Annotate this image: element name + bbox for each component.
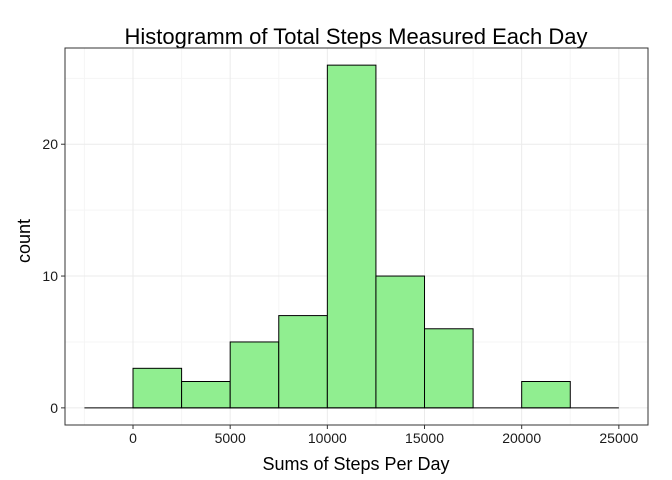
y-tick-label: 0 xyxy=(50,400,58,416)
histogram-bar xyxy=(278,315,328,409)
histogram-bar xyxy=(229,341,280,409)
histogram-bar xyxy=(181,381,231,409)
x-tick-label: 5000 xyxy=(215,430,246,446)
x-tick-label: 0 xyxy=(129,430,137,446)
y-axis-title: count xyxy=(14,219,34,263)
y-tick-label: 10 xyxy=(42,268,58,284)
x-axis-title: Sums of Steps Per Day xyxy=(262,454,449,474)
panel-border xyxy=(64,47,649,426)
x-tick-label: 25000 xyxy=(599,430,638,446)
y-tick-label: 20 xyxy=(42,136,58,152)
x-tick-label: 10000 xyxy=(308,430,347,446)
x-axis: 0 5000 10000 15000 20000 25000 xyxy=(129,425,639,446)
x-tick-label: 20000 xyxy=(502,430,541,446)
histogram-bar xyxy=(424,328,474,409)
x-tick-label: 15000 xyxy=(405,430,444,446)
histogram-bar xyxy=(132,367,183,409)
y-axis: 0 10 20 xyxy=(42,136,65,416)
histogram-bar xyxy=(521,381,571,409)
histogram-bar xyxy=(375,275,426,409)
bars-layer xyxy=(132,64,571,409)
histogram-bar xyxy=(326,64,377,409)
chart-title: Histogramm of Total Steps Measured Each … xyxy=(124,24,587,49)
